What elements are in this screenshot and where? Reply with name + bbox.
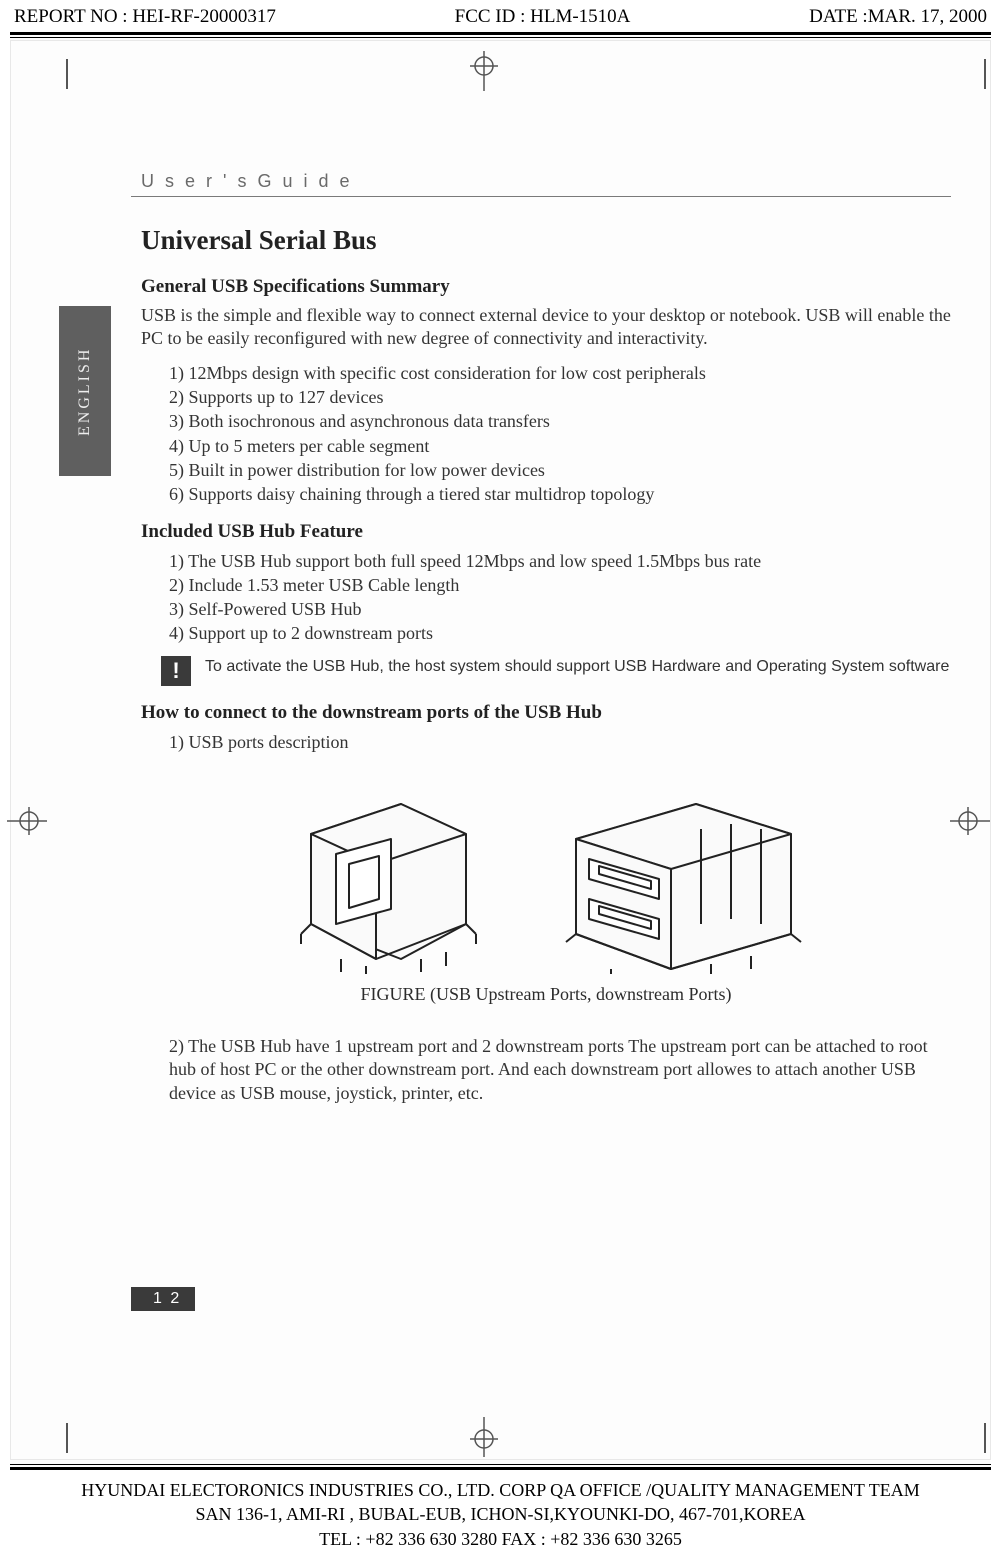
list-item: 3) Both isochronous and asynchronous dat…: [169, 409, 951, 433]
fcc-id: FCC ID : HLM-1510A: [455, 6, 631, 28]
list-item: 6) Supports daisy chaining through a tie…: [169, 482, 951, 506]
figure-row: [141, 784, 951, 974]
list-item: 4) Up to 5 meters per cable segment: [169, 434, 951, 458]
figure-caption: FIGURE (USB Upstream Ports, downstream P…: [141, 984, 951, 1005]
footer-line3: TEL : +82 336 630 3280 FAX : +82 336 630…: [10, 1527, 991, 1551]
section3-item2: 2) The USB Hub have 1 upstream port and …: [169, 1035, 951, 1105]
crop-mark-left: [7, 801, 47, 841]
crop-tick: [984, 59, 986, 89]
note-text: To activate the USB Hub, the host system…: [205, 656, 949, 686]
crop-tick: [984, 1423, 986, 1453]
warning-icon: !: [161, 656, 191, 686]
users-guide-label: U s e r ' s G u i d e: [141, 171, 951, 196]
report-header: REPORT NO : HEI-RF-20000317 FCC ID : HLM…: [10, 0, 991, 32]
crop-mark-right: [950, 801, 990, 841]
list-item: 2) Include 1.53 meter USB Cable length: [169, 573, 951, 597]
section1-list: 1) 12Mbps design with specific cost cons…: [141, 361, 951, 507]
crop-mark-top: [464, 51, 504, 91]
section3-heading: How to connect to the downstream ports o…: [141, 702, 951, 724]
section1-paragraph: USB is the simple and flexible way to co…: [141, 304, 951, 351]
section2-heading: Included USB Hub Feature: [141, 521, 951, 543]
report-no: REPORT NO : HEI-RF-20000317: [14, 6, 276, 28]
list-item: 4) Support up to 2 downstream ports: [169, 621, 951, 645]
usb-downstream-port-figure: [551, 784, 811, 974]
list-item: 1) 12Mbps design with specific cost cons…: [169, 361, 951, 385]
list-item: 2) Supports up to 127 devices: [169, 385, 951, 409]
scanned-page: ENGLISH U s e r ' s G u i d e Universal …: [10, 40, 991, 1460]
note: ! To activate the USB Hub, the host syst…: [161, 656, 951, 686]
crop-tick: [66, 1423, 68, 1453]
list-item: 5) Built in power distribution for low p…: [169, 458, 951, 482]
list-item: 1) The USB Hub support both full speed 1…: [169, 549, 951, 573]
page-title: Universal Serial Bus: [141, 225, 951, 256]
section2-list: 1) The USB Hub support both full speed 1…: [141, 549, 951, 646]
section3-item1: 1) USB ports description: [141, 730, 951, 754]
section1-heading: General USB Specifications Summary: [141, 276, 951, 298]
language-tab: ENGLISH: [59, 306, 111, 476]
report-date: DATE :MAR. 17, 2000: [809, 6, 987, 28]
list-item: 1) USB ports description: [169, 730, 951, 754]
footer-line2: SAN 136-1, AMI-RI , BUBAL-EUB, ICHON-SI,…: [10, 1502, 991, 1526]
list-item: 3) Self-Powered USB Hub: [169, 597, 951, 621]
crop-tick: [66, 59, 68, 89]
crop-mark-bottom: [464, 1417, 504, 1457]
users-guide-rule: [131, 196, 951, 197]
page-number: 1 2: [131, 1287, 195, 1311]
section3-item2-wrap: 2) The USB Hub have 1 upstream port and …: [141, 1035, 951, 1105]
header-rule: [10, 32, 991, 38]
footer-line1: HYUNDAI ELECTORONICS INDUSTRIES CO., LTD…: [10, 1478, 991, 1502]
usb-upstream-port-figure: [281, 784, 491, 974]
footer: HYUNDAI ELECTORONICS INDUSTRIES CO., LTD…: [10, 1470, 991, 1551]
